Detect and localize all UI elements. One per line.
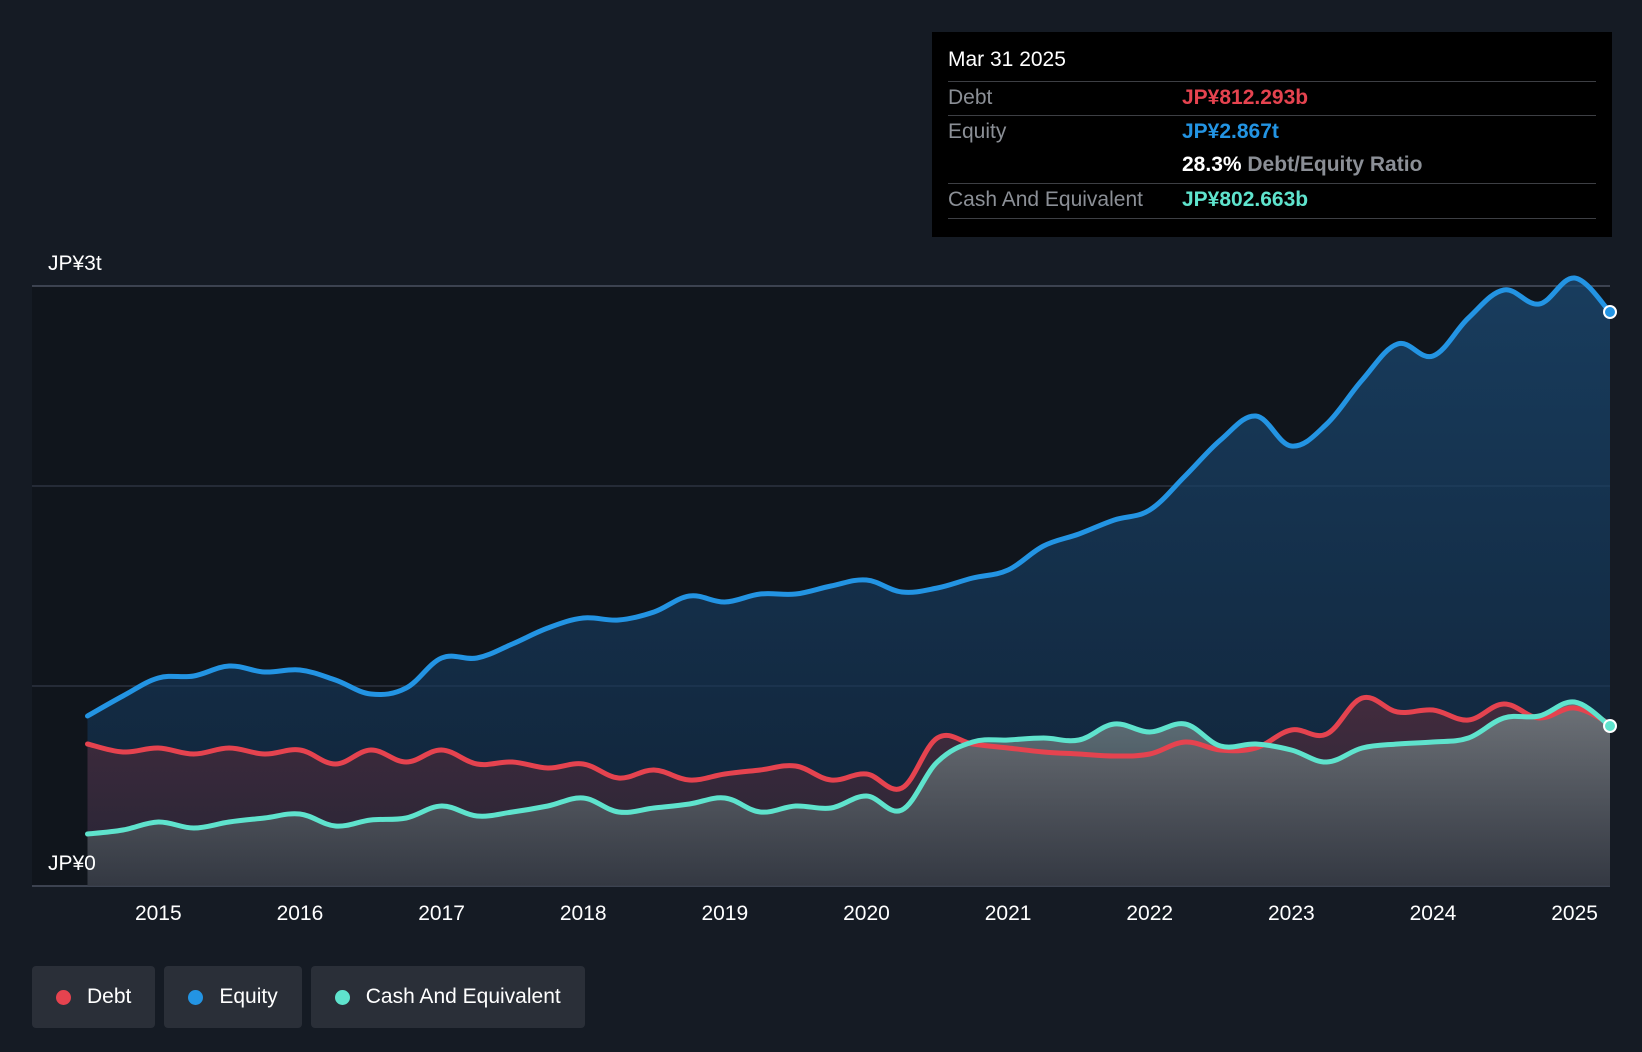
x-axis-labels: 2015 2016 2017 2018 2019 2020 2021 2022 2023 2024… [135,902,1598,925]
legend: Debt Equity Cash And Equivalent [32,966,585,1028]
tooltip-debt-value: JP¥812.293b [1182,86,1309,109]
tooltip-equity-row: Equity JP¥2.867t [948,115,1596,150]
x-tick-label: 2016 [277,902,324,925]
cash-line [85,699,1613,837]
tooltip-ratio: 28.3% Debt/Equity Ratio [1182,153,1422,177]
legend-item-cash[interactable]: Cash And Equivalent [310,966,585,1028]
tooltip-ratio-value: 28.3% [1182,153,1242,176]
equity-dot-icon [188,989,204,1005]
tooltip-cash-row: Cash And Equivalent JP¥802.663b [948,183,1596,219]
tooltip: Mar 31 2025 Debt JP¥812.293b Equity JP¥2… [932,32,1612,237]
x-tick-label: 2017 [418,902,465,925]
y-tick-label-top: JP¥3t [48,252,102,275]
tooltip-equity-label: Equity [948,120,1007,143]
equity-line [85,275,1613,719]
tooltip-cash-label: Cash And Equivalent [948,188,1143,211]
x-tick-label: 2015 [135,902,182,925]
y-axis-labels: JP¥3t JP¥0 [48,252,102,875]
debt-dot-icon [56,989,71,1005]
tooltip-cash-value: JP¥802.663b [1182,188,1309,211]
x-tick-label: 2023 [1268,902,1315,925]
legend-label-debt: Debt [87,985,132,1008]
x-tick-label: 2024 [1410,902,1457,925]
legend-item-equity[interactable]: Equity [164,966,302,1028]
legend-label-cash: Cash And Equivalent [365,985,561,1008]
tooltip-ratio-row: 28.3% Debt/Equity Ratio [948,149,1596,183]
tooltip-debt-row: Debt JP¥812.293b [948,81,1596,116]
x-tick-label: 2021 [985,902,1032,925]
x-tick-label: 2022 [1126,902,1173,925]
cash-endpoint [1603,719,1617,733]
tooltip-date: Mar 31 2025 [948,48,1066,71]
legend-label-equity: Equity [219,985,278,1008]
equity-endpoint [1603,305,1617,319]
series-lines [85,275,1613,837]
legend-item-debt[interactable]: Debt [32,966,156,1028]
cash-dot-icon [334,989,350,1005]
x-tick-label: 2020 [843,902,890,925]
series-endpoints [1603,305,1617,733]
x-tick-label: 2019 [701,902,748,925]
tooltip-debt-label: Debt [948,86,993,109]
debt-line [85,694,1613,792]
tooltip-equity-value: JP¥2.867t [1182,120,1279,143]
y-tick-label-bottom: JP¥0 [48,852,96,875]
x-tick-label: 2025 [1551,902,1598,925]
x-tick-label: 2018 [560,902,607,925]
tooltip-ratio-label: Debt/Equity Ratio [1247,153,1423,176]
